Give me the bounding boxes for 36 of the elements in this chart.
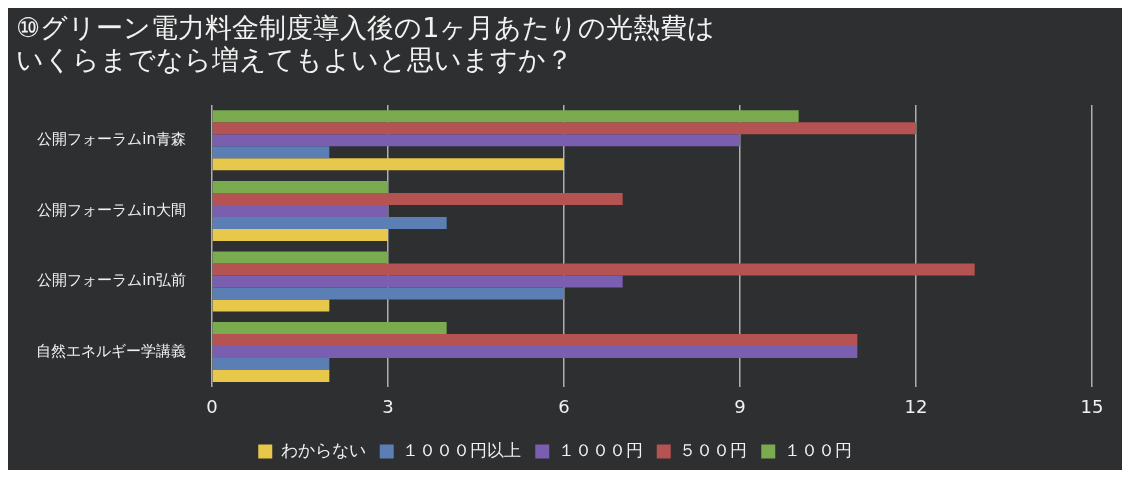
bar xyxy=(212,334,858,347)
legend-label: ５００円 xyxy=(679,439,748,460)
y-tick-label: 公開フォーラムin弘前 xyxy=(37,271,186,290)
bar xyxy=(212,134,740,147)
bar xyxy=(212,158,564,171)
chart-title: ⑩グリーン電力料金制度導入後の1ヶ月あたりの光熱費はいくらまでなら増えてもよいと思いますか？ xyxy=(15,11,717,77)
y-tick-label: 公開フォーラムin青森 xyxy=(37,130,186,149)
y-tick-label: 公開フォーラムin大間 xyxy=(37,200,186,219)
x-tick-label: 0 xyxy=(206,395,218,417)
bar xyxy=(212,370,330,383)
bar xyxy=(212,216,447,229)
bar xyxy=(212,146,330,159)
bar xyxy=(212,251,388,264)
bar xyxy=(212,275,623,288)
bar xyxy=(212,204,388,217)
legend-label: １００円 xyxy=(783,439,852,460)
bar xyxy=(212,322,447,335)
x-tick-label: 9 xyxy=(734,395,746,417)
bar xyxy=(212,263,975,276)
x-tick-label: 12 xyxy=(904,395,928,417)
x-tick-label: 15 xyxy=(1080,395,1104,417)
legend-label: １０００円 xyxy=(557,439,643,460)
bar xyxy=(212,346,858,359)
x-tick-label: 6 xyxy=(558,395,570,417)
x-tick-label: 3 xyxy=(382,395,394,417)
bar xyxy=(212,299,330,312)
bar xyxy=(212,192,623,205)
legend-label: わからない xyxy=(280,439,366,460)
bar xyxy=(212,122,916,135)
legend-label: １０００円以上 xyxy=(402,439,522,460)
bar xyxy=(212,180,388,193)
y-tick-label: 自然エネルギー学講義 xyxy=(36,341,186,360)
bar xyxy=(212,110,799,123)
bar xyxy=(212,228,388,241)
bar xyxy=(212,287,564,300)
bar xyxy=(212,358,330,371)
